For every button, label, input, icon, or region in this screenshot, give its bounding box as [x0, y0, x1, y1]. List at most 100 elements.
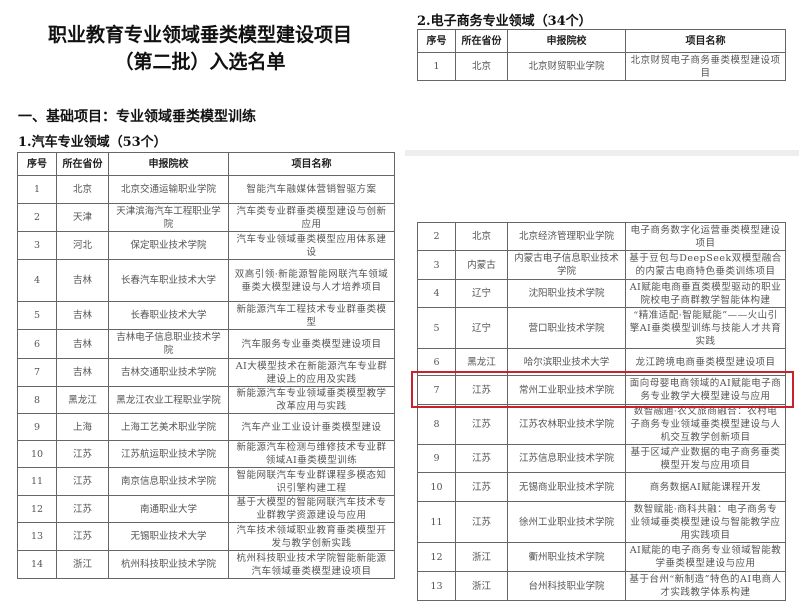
- project-name: AI赋能的电子商务专业领域智能教学垂类模型建设与应用: [625, 542, 786, 572]
- row-number: 5: [17, 301, 57, 330]
- province: 江苏: [455, 501, 508, 543]
- row-number: 2: [417, 222, 456, 251]
- row-number: 2: [17, 203, 57, 232]
- province: 江苏: [455, 472, 508, 502]
- school: 吉林交通职业技术学院: [108, 358, 229, 387]
- school: 长春汽车职业技术大学: [108, 259, 229, 302]
- project-name: AI大模型技术在新能源汽车专业群建设上的应用及实践: [228, 358, 395, 387]
- project-name: 汽车产业工业设计垂类模型建设: [228, 413, 395, 441]
- province: 江苏: [56, 467, 109, 496]
- province: 吉林: [56, 301, 109, 330]
- project-name: 电子商务数字化运营垂类模型建设项目: [625, 222, 786, 251]
- row-number: 13: [17, 522, 57, 551]
- table-row: 7 吉林 吉林交通职业技术学院 AI大模型技术在新能源汽车专业群建设上的应用及实践: [17, 358, 395, 387]
- province: 天津: [56, 203, 109, 232]
- school: 江苏信息职业技术学院: [507, 444, 626, 473]
- province: 浙江: [455, 571, 508, 601]
- province: 江苏: [455, 444, 508, 473]
- province: 北京: [455, 222, 508, 251]
- row-number: 11: [417, 501, 456, 543]
- province: 北京: [455, 52, 508, 81]
- province: 江苏: [455, 375, 508, 405]
- row-number: 3: [17, 231, 57, 260]
- column-header: 序号: [17, 152, 57, 176]
- doc-title-line2: （第二批）入选名单: [114, 51, 286, 73]
- table-row: 8 黑龙江 黑龙江农业工程职业学院 新能源汽车专业领域垂类模型教学改革应用与实践: [17, 386, 395, 414]
- school: 无锡职业技术大学: [108, 522, 229, 551]
- row-number: 9: [417, 444, 456, 473]
- project-name: 基于台州“新制造”特色的AI电商人才实践教学体系构建: [625, 571, 786, 601]
- province: 浙江: [455, 542, 508, 572]
- province: 江苏: [56, 495, 109, 523]
- row-number: 12: [417, 542, 456, 572]
- project-name: 新能源汽车工程技术专业群垂类模型: [228, 301, 395, 330]
- table-row: 4 辽宁 沈阳职业技术学院 AI赋能电商垂直类模型驱动的职业院校电子商群教学智能体构建: [417, 279, 786, 308]
- table-row: 13 浙江 台州科技职业学院 基于台州“新制造”特色的AI电商人才实践教学体系构建: [417, 571, 786, 601]
- school: 江苏航运职业技术学院: [108, 440, 229, 468]
- project-name: 基于大模型的智能网联汽车技术专业群教学资源建设与应用: [228, 495, 395, 523]
- header-row: 序号 所在省份 申报院校 项目名称: [417, 29, 786, 53]
- province: 辽宁: [455, 279, 508, 308]
- school: 南京信息职业技术学院: [108, 467, 229, 496]
- project-name: 汽车专业领域垂类模型应用体系建设: [228, 231, 395, 260]
- table-row: 2 北京 北京经济管理职业学院 电子商务数字化运营垂类模型建设项目: [417, 222, 786, 251]
- school: 台州科技职业学院: [507, 571, 626, 601]
- project-name: AI赋能电商垂直类模型驱动的职业院校电子商群教学智能体构建: [625, 279, 786, 308]
- table-row: 14 浙江 杭州科技职业技术学院 杭州科技职业技术学院智能新能源汽车领域垂类模型建设项…: [17, 550, 395, 579]
- row-number: 7: [17, 358, 57, 387]
- province: 北京: [56, 175, 109, 204]
- project-name: 智能汽车融媒体营销智驱方案: [228, 175, 395, 204]
- table-row: 5 辽宁 营口职业技术学院 “精准适配·智能赋能”——火山引擎AI垂类模型训练与技能人…: [417, 307, 786, 349]
- row-number: 10: [17, 440, 57, 468]
- school: 吉林电子信息职业技术学院: [108, 329, 229, 359]
- row-number: 10: [417, 472, 456, 502]
- province: 黑龙江: [56, 386, 109, 414]
- province: 江苏: [56, 522, 109, 551]
- table-row: 10 江苏 无锡商业职业技术学院 商务数据AI赋能课程开发: [417, 472, 786, 502]
- school: 保定职业技术学院: [108, 231, 229, 260]
- project-name: 基于区域产业数据的电子商务垂类模型开发与应用项目: [625, 444, 786, 473]
- project-name: 新能源汽车检测与维修技术专业群领域AI垂类模型训练: [228, 440, 395, 468]
- table-row: 9 上海 上海工艺美术职业学院 汽车产业工业设计垂类模型建设: [17, 413, 395, 441]
- table-row: 2 天津 天津滨海汽车工程职业学院 汽车类专业群垂类模型建设与创新应用: [17, 203, 395, 232]
- province: 江苏: [56, 440, 109, 468]
- school: 沈阳职业技术学院: [507, 279, 626, 308]
- province: 上海: [56, 413, 109, 441]
- school: 无锡商业职业技术学院: [507, 472, 626, 502]
- row-number: 7: [417, 375, 456, 405]
- row-number: 4: [17, 259, 57, 302]
- table-row: 5 吉林 长春职业技术大学 新能源汽车工程技术专业群垂类模型: [17, 301, 395, 330]
- column-header: 申报院校: [108, 152, 229, 176]
- table-row: 12 浙江 衢州职业技术学院 AI赋能的电子商务专业领域智能教学垂类模型建设与应用: [417, 542, 786, 572]
- project-name: 杭州科技职业技术学院智能新能源汽车领域垂类模型建设项目: [228, 550, 395, 579]
- table-row: 11 江苏 南京信息职业技术学院 智能网联汽车专业群课程多模态知识引擎构建工程: [17, 467, 395, 496]
- project-name: 汽车类专业群垂类模型建设与创新应用: [228, 203, 395, 232]
- school: 北京经济管理职业学院: [507, 222, 626, 251]
- school: 黑龙江农业工程职业学院: [108, 386, 229, 414]
- row-number: 1: [417, 52, 456, 81]
- row-number: 6: [17, 329, 57, 359]
- project-name: “精准适配·智能赋能”——火山引擎AI垂类模型训练与技能人才共育实践: [625, 307, 786, 349]
- table-row: 8 江苏 江苏农林职业技术学院 数智融通·农文旅商融合：农村电子商务专业领域垂类模型建…: [417, 404, 786, 445]
- school: 天津滨海汽车工程职业学院: [108, 203, 229, 232]
- row-number: 8: [417, 404, 456, 445]
- doc-title-line1: 职业教育专业领域垂类模型建设项目: [47, 24, 352, 46]
- table-row: 12 江苏 南通职业大学 基于大模型的智能网联汽车技术专业群教学资源建设与应用: [17, 495, 395, 523]
- province: 江苏: [455, 404, 508, 445]
- project-name: 新能源汽车专业领域垂类模型教学改革应用与实践: [228, 386, 395, 414]
- page-separator: [405, 150, 799, 156]
- project-name: 北京财贸电子商务垂类模型建设项目: [625, 52, 786, 81]
- table-row: 9 江苏 江苏信息职业技术学院 基于区域产业数据的电子商务垂类模型开发与应用项目: [417, 444, 786, 473]
- ecom-table-top: 序号 所在省份 申报院校 项目名称 1 北京 北京财贸职业学院 北京财贸电子商务垂类模型建设项…: [417, 29, 786, 81]
- auto-heading: 1.汽车专业领域（53个）: [18, 135, 167, 150]
- project-name: 基于豆包与DeepSeek双模型融合的内蒙古电商特色垂类训练项目: [625, 250, 786, 280]
- school: 内蒙古电子信息职业技术学院: [507, 250, 626, 280]
- province: 吉林: [56, 329, 109, 359]
- project-name: 商务数据AI赋能课程开发: [625, 472, 786, 502]
- table-row: 11 江苏 徐州工业职业技术学院 数智赋能·商科共融：电子商务专业领域垂类模型建设与智…: [417, 501, 786, 543]
- province: 吉林: [56, 358, 109, 387]
- school: 衢州职业技术学院: [507, 542, 626, 572]
- table-row: 3 河北 保定职业技术学院 汽车专业领域垂类模型应用体系建设: [17, 231, 395, 260]
- project-name: 数智赋能·商科共融：电子商务专业领域垂类模型建设与智能教学应用实践项目: [625, 501, 786, 543]
- row-number: 13: [417, 571, 456, 601]
